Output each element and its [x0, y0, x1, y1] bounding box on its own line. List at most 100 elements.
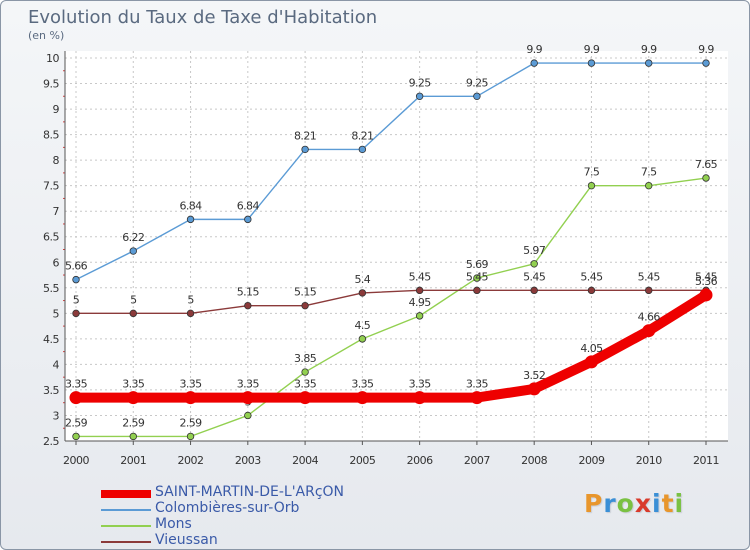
chart-title: Evolution du Taux de Taxe d'Habitation — [28, 7, 378, 28]
data-label-vieussan: 5.45 — [523, 270, 546, 283]
y-tick-label: 8 — [53, 154, 60, 167]
x-tick-label: 2007 — [464, 454, 490, 467]
data-point-saint-martin-de-l-ar-on — [584, 355, 598, 369]
logo-letter: x — [634, 489, 652, 518]
logo-letter: i — [674, 489, 685, 518]
x-tick-label: 2000 — [63, 454, 89, 467]
data-point-colombi-res-sur-orb — [186, 215, 195, 224]
data-label-mons: 5.69 — [466, 258, 489, 271]
data-point-mons — [358, 335, 367, 343]
legend-label: Colombières-sur-Orb — [155, 500, 300, 516]
data-label-colombi-res-sur-orb: 8.21 — [351, 129, 373, 142]
data-point-mons — [473, 274, 481, 282]
data-label-mons: 2.59 — [122, 416, 145, 429]
data-label-mons: 5.97 — [523, 244, 546, 257]
data-point-mons — [415, 312, 424, 320]
legend-swatch — [101, 541, 151, 543]
y-tick-label: 5 — [53, 307, 60, 320]
y-tick-label: 6 — [53, 256, 60, 269]
plot-area — [65, 51, 728, 441]
series-line-saint-martin-de-l-ar-on — [71, 289, 711, 403]
data-point-vieussan — [415, 286, 424, 295]
x-tick-label: 2008 — [521, 454, 547, 467]
data-point-saint-martin-de-l-ar-on — [184, 391, 198, 405]
data-label-mons: 4.95 — [409, 296, 432, 309]
series-line-colombi-res-sur-orb — [75, 62, 707, 281]
x-tick-label: 2010 — [636, 454, 662, 467]
data-label-mons: 4.5 — [355, 319, 371, 332]
data-point-saint-martin-de-l-ar-on — [126, 391, 140, 405]
data-point-vieussan — [473, 286, 481, 295]
data-point-vieussan — [358, 289, 367, 297]
data-label-vieussan: 5.15 — [294, 286, 317, 299]
data-label-mons: 7.5 — [641, 166, 657, 179]
y-tick-label: 9 — [53, 103, 60, 116]
data-label-vieussan: 5.45 — [409, 270, 432, 283]
data-label-mons: 2.59 — [179, 416, 202, 429]
data-point-mons — [129, 432, 137, 441]
data-label-vieussan: 5.15 — [237, 286, 260, 299]
data-label-saint-martin-de-l-ar-on: 4.05 — [580, 342, 603, 355]
data-point-vieussan — [645, 286, 653, 295]
data-label-saint-martin-de-l-ar-on: 3.35 — [409, 378, 432, 391]
data-label-saint-martin-de-l-ar-on: 3.35 — [294, 378, 317, 391]
y-tick-label: 3 — [53, 409, 60, 422]
y-tick-label: 4.5 — [43, 333, 59, 346]
x-tick-label: 2005 — [349, 454, 375, 467]
data-point-mons — [244, 411, 252, 420]
data-point-vieussan — [301, 301, 309, 310]
data-point-vieussan — [186, 309, 195, 318]
data-point-colombi-res-sur-orb — [129, 247, 137, 255]
chart-subtitle: (en %) — [28, 29, 65, 42]
data-point-mons — [186, 432, 195, 441]
data-point-colombi-res-sur-orb — [301, 145, 309, 154]
data-label-colombi-res-sur-orb: 9.9 — [641, 43, 657, 56]
data-label-saint-martin-de-l-ar-on: 3.52 — [523, 369, 545, 382]
data-label-colombi-res-sur-orb: 8.21 — [294, 129, 316, 142]
legend-swatch — [101, 525, 151, 527]
y-tick-label: 9.5 — [43, 78, 59, 91]
x-tick-label: 2006 — [407, 454, 433, 467]
data-label-vieussan: 5 — [130, 293, 137, 306]
data-label-vieussan: 5.45 — [580, 270, 603, 283]
data-label-colombi-res-sur-orb: 9.9 — [584, 43, 600, 56]
data-point-colombi-res-sur-orb — [415, 92, 424, 100]
data-label-colombi-res-sur-orb: 6.84 — [237, 199, 260, 212]
data-label-colombi-res-sur-orb: 6.84 — [179, 199, 202, 212]
data-label-mons: 7.65 — [695, 158, 718, 171]
series-line-mons — [75, 177, 707, 438]
data-point-saint-martin-de-l-ar-on — [699, 288, 713, 302]
y-tick-label: 2.5 — [43, 435, 59, 448]
x-tick-label: 2002 — [178, 454, 204, 467]
data-label-saint-martin-de-l-ar-on: 5.36 — [695, 275, 718, 288]
series-line-vieussan — [75, 289, 707, 315]
data-label-colombi-res-sur-orb: 9.25 — [409, 76, 432, 89]
data-label-saint-martin-de-l-ar-on: 3.35 — [351, 378, 374, 391]
data-point-colombi-res-sur-orb — [702, 59, 710, 67]
data-point-mons — [72, 432, 80, 441]
y-tick-label: 7.5 — [43, 180, 59, 193]
legend-label: Vieussan — [155, 532, 218, 548]
data-label-vieussan: 5.45 — [466, 270, 489, 283]
data-label-mons: 7.5 — [584, 166, 600, 179]
data-label-mons: 3.85 — [294, 352, 317, 365]
data-point-mons — [301, 368, 309, 376]
data-point-vieussan — [72, 309, 80, 318]
y-tick-label: 3.5 — [43, 384, 59, 397]
y-tick-label: 4 — [53, 358, 60, 371]
logo-letter: i — [652, 489, 662, 518]
logo-letter: o — [616, 489, 635, 518]
data-point-vieussan — [530, 286, 538, 295]
data-label-saint-martin-de-l-ar-on: 3.35 — [466, 378, 489, 391]
data-point-saint-martin-de-l-ar-on — [470, 391, 484, 405]
data-point-colombi-res-sur-orb — [244, 215, 252, 224]
legend-label: SAINT-MARTIN-DE-L'ARçON — [155, 484, 345, 500]
data-label-vieussan: 5.45 — [638, 270, 661, 283]
data-label-saint-martin-de-l-ar-on: 3.35 — [65, 378, 88, 391]
data-point-saint-martin-de-l-ar-on — [355, 391, 369, 405]
data-point-colombi-res-sur-orb — [358, 145, 367, 154]
y-tick-label: 8.5 — [43, 129, 59, 142]
data-label-vieussan: 5.4 — [355, 273, 371, 286]
